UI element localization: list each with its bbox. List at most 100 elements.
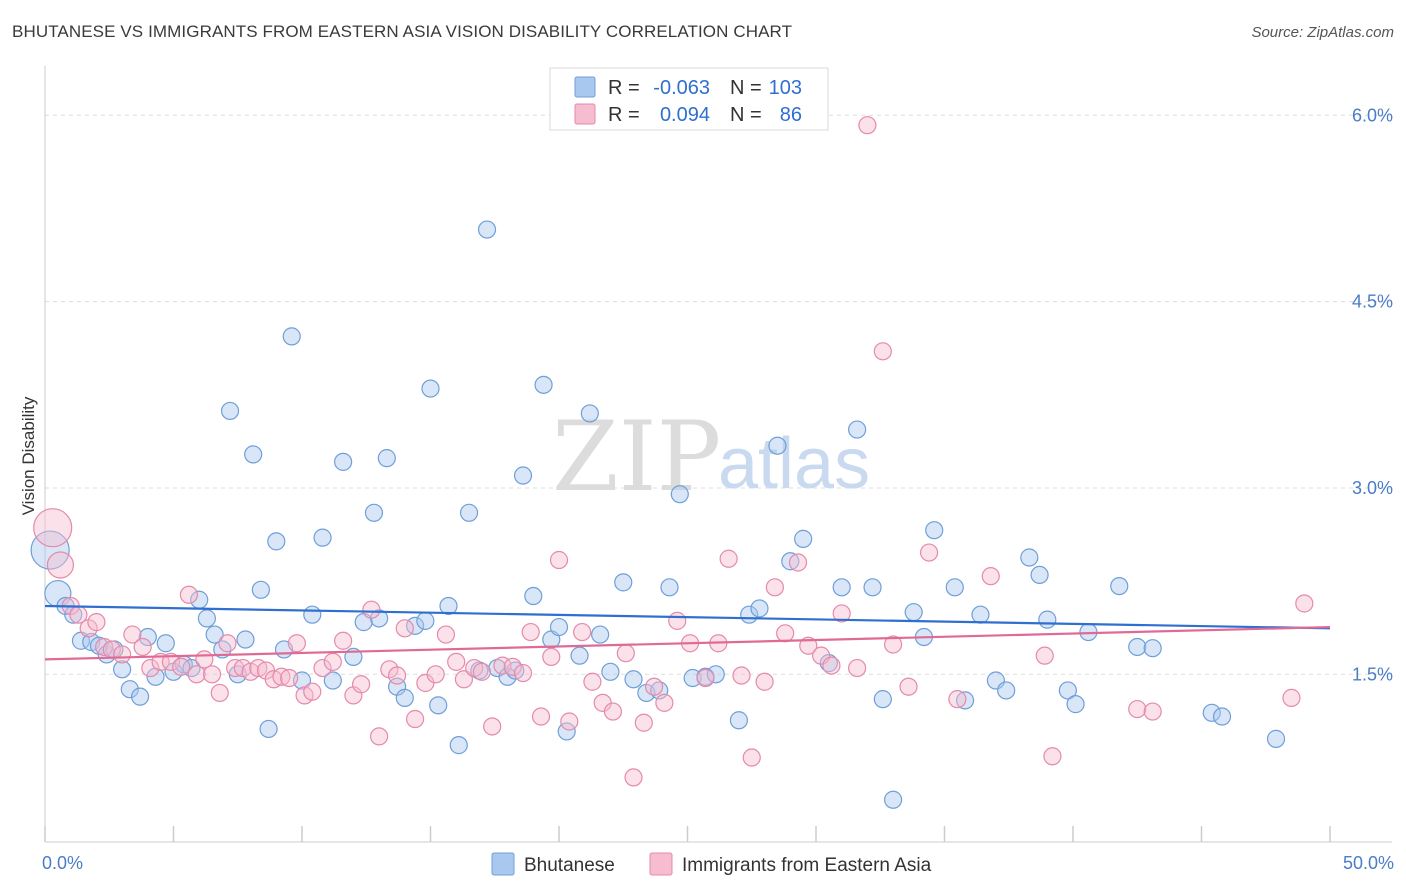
- data-point-immigrants: [218, 634, 237, 653]
- bottom-legend-swatch-immigrants: [649, 852, 673, 876]
- data-point-immigrants: [46, 551, 75, 579]
- data-point-immigrants: [873, 342, 892, 361]
- data-point-bhutanese: [334, 452, 353, 471]
- data-point-immigrants: [483, 717, 502, 736]
- data-point-immigrants: [788, 553, 808, 572]
- data-point-immigrants: [799, 636, 818, 655]
- data-point-bhutanese: [706, 665, 725, 684]
- data-point-immigrants: [395, 619, 414, 638]
- data-point-immigrants: [141, 658, 160, 678]
- data-point-bhutanese: [1143, 639, 1162, 658]
- series-immigrants-points: [33, 116, 1314, 787]
- bottom-legend: Bhutanese Immigrants from Eastern Asia: [491, 852, 932, 876]
- data-point-bhutanese: [156, 634, 175, 653]
- data-point-immigrants: [133, 637, 152, 657]
- data-point-immigrants: [179, 585, 199, 604]
- source-label: Source: ZipAtlas.com: [1251, 24, 1394, 41]
- data-point-bhutanese: [1128, 637, 1147, 657]
- data-point-bhutanese: [614, 573, 633, 592]
- data-point-bhutanese: [130, 687, 150, 706]
- data-point-immigrants: [387, 666, 407, 685]
- data-point-immigrants: [280, 668, 299, 688]
- data-point-immigrants: [696, 668, 715, 688]
- data-point-immigrants: [616, 644, 635, 663]
- data-point-immigrants: [161, 652, 181, 671]
- data-point-bhutanese: [955, 691, 975, 710]
- data-point-bhutanese: [459, 503, 479, 522]
- data-point-bhutanese: [429, 696, 448, 715]
- data-point-immigrants: [323, 652, 342, 671]
- data-point-immigrants: [603, 702, 623, 721]
- data-point-bhutanese: [1020, 548, 1039, 567]
- data-point-immigrants: [313, 658, 332, 678]
- data-point-bhutanese: [848, 420, 867, 439]
- data-point-bhutanese: [449, 736, 468, 755]
- data-point-bhutanese: [750, 599, 769, 618]
- data-point-immigrants: [426, 665, 445, 684]
- data-point-immigrants: [33, 508, 73, 548]
- legend-swatch-bhutanese: [574, 76, 596, 98]
- data-point-bhutanese: [513, 466, 533, 485]
- data-point-immigrants: [755, 672, 774, 691]
- bottom-legend-label-immigrants: Immigrants from Eastern Asia: [682, 855, 932, 876]
- data-point-immigrants: [123, 625, 142, 644]
- y-tick-label: 6.0%: [1352, 105, 1393, 125]
- data-point-bhutanese: [904, 603, 923, 622]
- bottom-legend-label-bhutanese: Bhutanese: [524, 855, 615, 876]
- y-tick-label: 4.5%: [1352, 292, 1393, 312]
- axes: [44, 66, 1392, 843]
- x-tick-labels: 0.0% 50.0%: [42, 853, 1394, 873]
- data-point-immigrants: [272, 667, 291, 686]
- data-point-bhutanese: [670, 485, 689, 504]
- data-point-immigrants: [1043, 747, 1062, 766]
- data-point-bhutanese: [313, 528, 332, 547]
- data-point-immigrants: [644, 677, 664, 696]
- legend-swatch-immigrants: [574, 103, 596, 125]
- data-point-immigrants: [531, 707, 551, 726]
- trend-lines: [44, 604, 1331, 661]
- data-point-immigrants: [503, 657, 522, 676]
- data-point-immigrants: [742, 748, 761, 767]
- data-point-bhutanese: [439, 596, 458, 616]
- data-point-bhutanese: [794, 529, 813, 548]
- data-point-bhutanese: [267, 532, 286, 551]
- data-point-immigrants: [776, 624, 795, 643]
- data-point-bhutanese: [377, 449, 396, 468]
- series-bhutanese-points: [30, 220, 1286, 809]
- data-point-immigrants: [919, 543, 939, 562]
- data-point-immigrants: [303, 682, 322, 701]
- data-point-bhutanese: [1030, 565, 1049, 585]
- data-point-bhutanese: [1058, 681, 1077, 700]
- data-point-bhutanese: [197, 609, 217, 628]
- data-point-bhutanese: [768, 436, 787, 455]
- data-point-immigrants: [447, 652, 466, 671]
- data-point-bhutanese: [1066, 695, 1085, 714]
- data-point-immigrants: [848, 658, 867, 678]
- data-point-bhutanese: [138, 627, 157, 647]
- data-point-bhutanese: [971, 605, 990, 624]
- data-point-immigrants: [549, 550, 569, 570]
- x-tick-label: 50.0%: [1343, 853, 1394, 873]
- data-point-bhutanese: [421, 379, 440, 398]
- data-point-immigrants: [542, 647, 561, 667]
- data-point-immigrants: [513, 663, 533, 683]
- y-axis-label: Vision Disability: [19, 396, 38, 515]
- data-point-immigrants: [655, 693, 674, 712]
- chart-title: BHUTANESE VS IMMIGRANTS FROM EASTERN ASI…: [12, 22, 793, 41]
- watermark-zip: ZIP: [552, 401, 721, 513]
- data-point-bhutanese: [364, 503, 384, 522]
- data-point-bhutanese: [819, 654, 838, 673]
- legend-r-value: 0.094: [660, 104, 710, 126]
- legend-n-label: N =: [730, 104, 762, 126]
- data-point-bhutanese: [303, 605, 322, 624]
- data-point-bhutanese: [236, 630, 255, 649]
- data-point-bhutanese: [601, 662, 620, 681]
- data-point-immigrants: [732, 666, 751, 685]
- data-point-immigrants: [883, 635, 903, 654]
- legend-r-label: R =: [608, 77, 640, 99]
- data-point-bhutanese: [534, 375, 553, 394]
- data-point-immigrants: [822, 656, 841, 675]
- data-point-immigrants: [948, 690, 967, 709]
- data-point-immigrants: [405, 709, 425, 729]
- data-point-bhutanese: [997, 681, 1016, 700]
